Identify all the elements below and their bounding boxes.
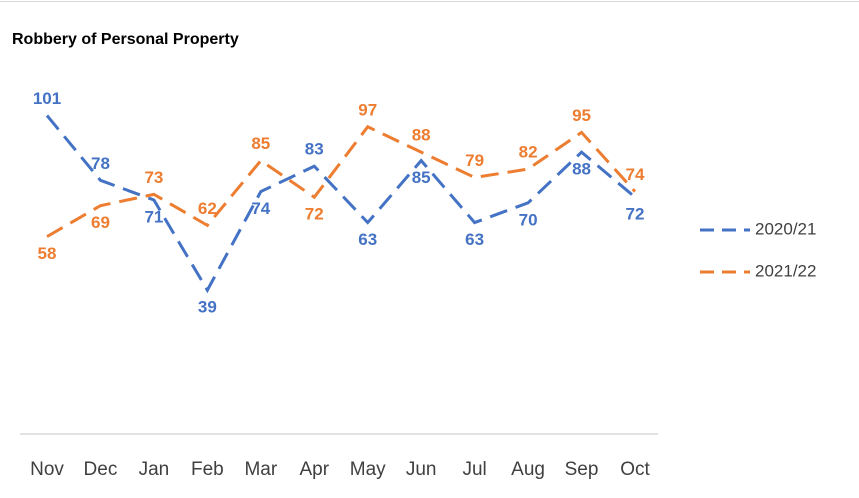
data-label: 62 [198,199,217,218]
data-label: 88 [572,160,591,179]
data-label: 97 [358,100,377,119]
data-label: 78 [91,154,110,173]
data-label: 72 [626,205,645,224]
x-tick-label: Oct [620,459,650,480]
series-line [46,124,637,238]
data-label: 101 [33,89,61,108]
x-tick-label: Jan [139,459,170,480]
data-label: 39 [198,298,217,317]
data-label: 82 [519,143,538,162]
data-label: 70 [519,210,538,229]
x-tick-label: Mar [244,459,277,480]
data-label: 74 [251,199,270,218]
x-tick-label: Dec [84,459,118,480]
x-tick-label: Jul [462,459,486,480]
data-label: 69 [91,213,110,232]
data-label: 88 [412,126,431,145]
data-label: 63 [465,230,484,249]
data-label: 83 [305,140,324,159]
data-label: 58 [38,244,57,263]
x-tick-label: Jun [406,459,437,480]
data-label: 79 [465,151,484,170]
chart-title: Robbery of Personal Property [12,31,239,48]
x-tick-label: Sep [565,459,599,480]
data-label: 95 [572,106,591,125]
data-label: 71 [144,208,163,227]
data-label: 72 [305,205,324,224]
x-tick-label: Feb [191,459,224,480]
x-tick-label: Aug [511,459,545,480]
x-tick-label: May [350,459,386,480]
legend-label: 2020/21 [755,219,816,238]
x-tick-label: Apr [299,459,329,480]
data-label: 85 [251,134,270,153]
data-label: 73 [144,168,163,187]
x-tick-label: Nov [30,459,64,480]
data-label: 63 [358,230,377,249]
data-label: 85 [412,168,431,187]
data-label: 74 [626,165,645,184]
legend-label: 2021/22 [755,261,816,280]
